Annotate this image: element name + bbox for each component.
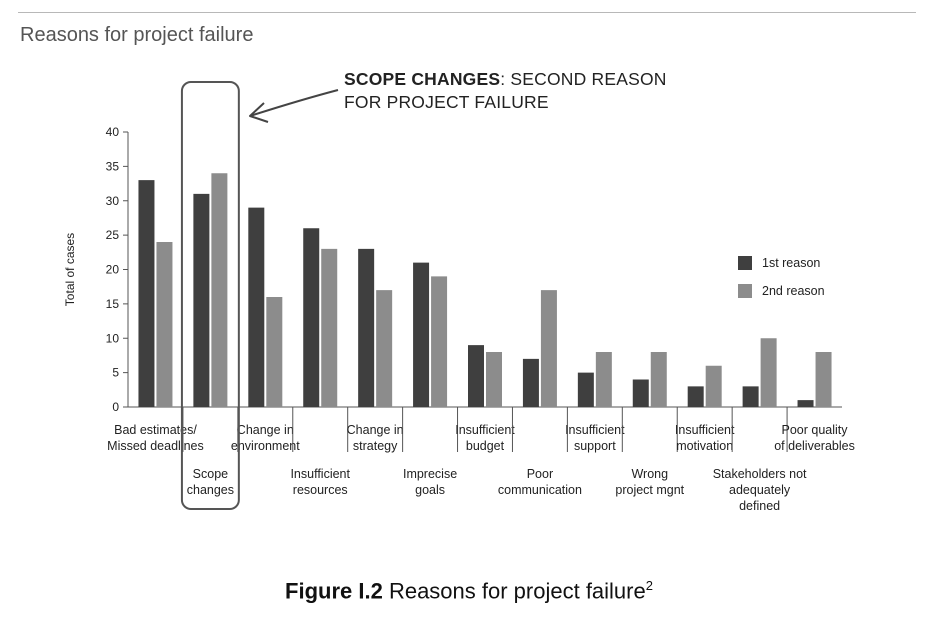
bar-first-reason bbox=[742, 386, 759, 407]
annotation-arrowhead bbox=[249, 102, 269, 123]
bar-first-reason bbox=[468, 345, 484, 407]
annotation-line1: : SECOND REASON bbox=[500, 69, 667, 89]
figure-caption: Figure I.2 Reasons for project failure2 bbox=[0, 578, 938, 604]
bar-first-reason bbox=[522, 358, 539, 407]
category-label: Insufficient bbox=[675, 423, 735, 437]
category-label: goals bbox=[415, 483, 445, 497]
bar-first-reason bbox=[632, 379, 649, 407]
bar-second-reason bbox=[211, 173, 228, 407]
bar-first-reason bbox=[413, 262, 430, 407]
bar-second-reason bbox=[431, 276, 448, 407]
bar-second-reason bbox=[486, 352, 502, 407]
bar-second-reason bbox=[595, 352, 612, 407]
category-label: of deliverables bbox=[774, 439, 855, 453]
category-label: Stakeholders not bbox=[713, 467, 807, 481]
category-label: strategy bbox=[353, 439, 398, 453]
bar-first-reason bbox=[687, 386, 704, 407]
top-rule bbox=[18, 12, 916, 13]
category-label: Change in bbox=[237, 423, 294, 437]
bar-first-reason bbox=[577, 372, 594, 407]
bar-first-reason bbox=[797, 400, 814, 407]
bar-second-reason bbox=[650, 352, 667, 407]
category-label: changes bbox=[187, 483, 234, 497]
bar-first-reason bbox=[138, 180, 155, 407]
category-label: defined bbox=[739, 499, 780, 513]
category-label: Insufficient bbox=[565, 423, 625, 437]
annotation-bold: SCOPE CHANGES bbox=[344, 69, 501, 89]
category-label: budget bbox=[466, 439, 505, 453]
y-tick-label: 0 bbox=[112, 400, 119, 414]
caption-label: Figure I.2 bbox=[285, 578, 383, 604]
category-label: Change in bbox=[347, 423, 404, 437]
y-tick-label: 25 bbox=[106, 228, 120, 242]
caption-text: Reasons for project failure bbox=[382, 578, 646, 604]
bar-first-reason bbox=[193, 193, 210, 407]
y-tick-label: 10 bbox=[106, 331, 120, 345]
category-label: Insufficient bbox=[290, 467, 350, 481]
category-label: Imprecise bbox=[403, 467, 457, 481]
legend-swatch bbox=[738, 284, 752, 298]
y-tick-label: 20 bbox=[106, 263, 120, 277]
y-tick-label: 5 bbox=[112, 366, 119, 380]
y-tick-label: 15 bbox=[106, 297, 120, 311]
category-label: Scope bbox=[193, 467, 228, 481]
caption-footnote: 2 bbox=[645, 578, 653, 593]
highlight-box bbox=[180, 81, 240, 510]
category-label: environment bbox=[231, 439, 300, 453]
y-tick-label: 40 bbox=[106, 125, 120, 139]
page-title: Reasons for project failure bbox=[20, 24, 254, 46]
y-tick-label: 30 bbox=[106, 194, 120, 208]
category-label: Bad estimates/ bbox=[114, 423, 197, 437]
bar-first-reason bbox=[248, 207, 265, 407]
category-label: Wrong bbox=[631, 467, 668, 481]
bar-first-reason bbox=[358, 248, 375, 407]
bar-first-reason bbox=[303, 228, 320, 407]
category-label: resources bbox=[293, 483, 348, 497]
bar-second-reason bbox=[376, 290, 393, 407]
bar-second-reason bbox=[705, 365, 722, 407]
bar-second-reason bbox=[156, 242, 173, 407]
category-label: project mgnt bbox=[615, 483, 684, 497]
category-label: Poor bbox=[527, 467, 553, 481]
legend-label: 1st reason bbox=[762, 256, 820, 270]
category-label: support bbox=[574, 439, 616, 453]
category-label: Missed deadlines bbox=[107, 439, 204, 453]
bar-second-reason bbox=[815, 352, 832, 407]
category-label: communication bbox=[498, 483, 582, 497]
category-label: motivation bbox=[676, 439, 733, 453]
annotation-line2: FOR PROJECT FAILURE bbox=[344, 92, 549, 112]
legend-swatch bbox=[738, 256, 752, 270]
bar-second-reason bbox=[760, 338, 777, 407]
y-tick-label: 35 bbox=[106, 159, 120, 173]
category-label: adequately bbox=[729, 483, 791, 497]
annotation-arrow bbox=[249, 89, 339, 117]
y-axis-label: Total of cases bbox=[63, 233, 77, 306]
category-label: Insufficient bbox=[455, 423, 515, 437]
bar-second-reason bbox=[266, 297, 283, 407]
category-label: Poor quality bbox=[782, 423, 849, 437]
bar-second-reason bbox=[321, 248, 338, 407]
annotation-text: SCOPE CHANGES: SECOND REASON FOR PROJECT… bbox=[344, 68, 667, 114]
bar-second-reason bbox=[540, 290, 557, 407]
legend-label: 2nd reason bbox=[762, 284, 825, 298]
